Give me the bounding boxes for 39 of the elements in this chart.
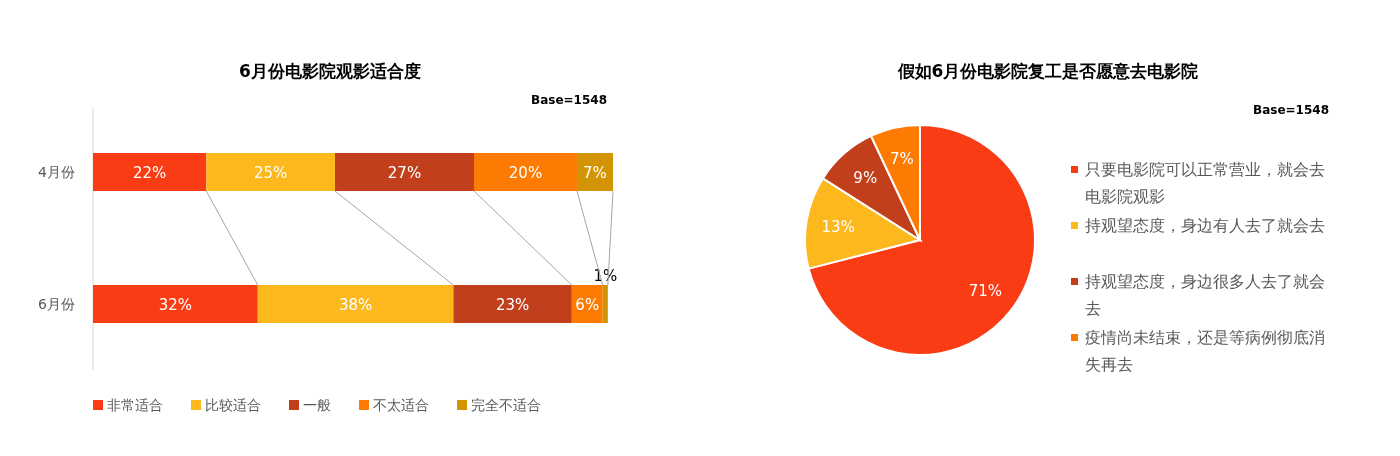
legend-label: 只要电影院可以正常营业，就会去电影院观影 [1085,160,1325,206]
y-tick-label: 6月份 [38,296,75,312]
legend-label: 非常适合 [107,397,163,413]
legend-label: 一般 [303,397,331,413]
bar [206,153,335,191]
legend-label: 持观望态度，身边很多人去了就会去 [1085,272,1325,318]
bar [576,153,613,191]
data-label: 7% [890,150,914,169]
data-label: 71% [968,281,1003,300]
data-label: 22% [132,164,167,182]
data-label: 38% [338,296,373,314]
bar [257,285,454,323]
data-label: 27% [387,164,422,182]
data-label: 32% [158,296,193,314]
legend-label: 完全不适合 [471,397,541,413]
data-label: 7% [583,164,607,182]
pie-slice [807,124,1036,356]
chart-title: 6月份电影院观影适合度 [239,61,421,81]
bar [473,153,577,191]
text: Base=1548 [1253,103,1329,117]
data-label: 23% [495,296,530,314]
legend-label: 不太适合 [373,397,429,413]
legend-label: 比较适合 [205,397,261,413]
y-tick-label: 4月份 [38,164,75,180]
text: Base=1548 [531,93,607,107]
data-label: 20% [508,164,543,182]
chart-title: 假如6月份电影院复工是否愿意去电影院 [896,61,1199,81]
data-label: 9% [853,168,878,187]
legend-label: 疫情尚未结束，还是等病例彻底消失再去 [1085,328,1325,374]
bar [93,153,207,191]
bar [453,285,572,323]
data-label: 6% [575,296,600,314]
bar [93,285,258,323]
data-label: 13% [821,218,855,237]
data-label: 1% [593,267,618,285]
bar [602,285,608,323]
bar [334,153,474,191]
legend-label: 持观望态度，身边有人去了就会去 [1085,216,1325,235]
data-label: 25% [253,164,288,182]
